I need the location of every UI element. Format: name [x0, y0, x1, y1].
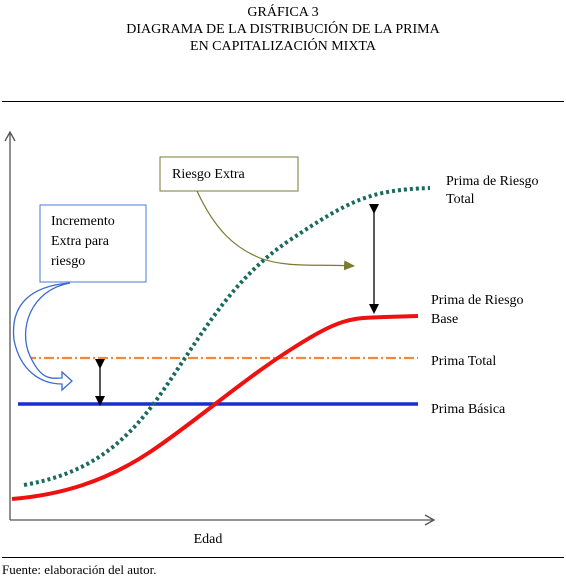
source-note: Fuente: elaboración del autor.	[2, 562, 157, 577]
total-risk-premium-label-2: Total	[446, 192, 475, 207]
figure-title-line-2: EN CAPITALIZACIÓN MIXTA	[190, 39, 376, 54]
increment-callout-box	[39, 204, 147, 283]
figure-title: GRÁFICA 3 DIAGRAMA DE LA DISTRIBUCIÓN DE…	[0, 4, 566, 55]
extra-risk-callout-box	[159, 156, 299, 192]
top-rule	[2, 101, 564, 102]
premium-distribution-diagram: Edad Riesgo Extra Incremento Extra para …	[4, 130, 539, 547]
x-axis-label: Edad	[194, 532, 223, 547]
figure-title-line-1: DIAGRAMA DE LA DISTRIBUCIÓN DE LA PRIMA	[126, 22, 440, 37]
base-risk-premium-label-2: Base	[431, 312, 458, 327]
bottom-rule	[2, 557, 564, 558]
base-risk-premium-curve	[11, 314, 419, 501]
increment-callout-line-1: Incremento	[51, 214, 115, 229]
extra-risk-callout-arrow	[196, 190, 355, 271]
extra-risk-callout-text: Riesgo Extra	[172, 167, 245, 182]
increment-callout-line-3: riesgo	[51, 254, 85, 269]
increment-callout-arrow-outline	[12, 282, 73, 392]
axes: Edad	[4, 130, 436, 547]
figure-number: GRÁFICA 3	[247, 5, 319, 20]
base-risk-premium-label-1: Prima de Riesgo	[431, 293, 524, 308]
basic-premium-label: Prima Básica	[431, 402, 506, 417]
total-risk-premium-curve	[23, 186, 431, 487]
total-risk-premium-label-1: Prima de Riesgo	[446, 174, 539, 189]
total-premium-label: Prima Total	[431, 354, 496, 369]
increment-callout-line-2: Extra para	[51, 234, 110, 249]
